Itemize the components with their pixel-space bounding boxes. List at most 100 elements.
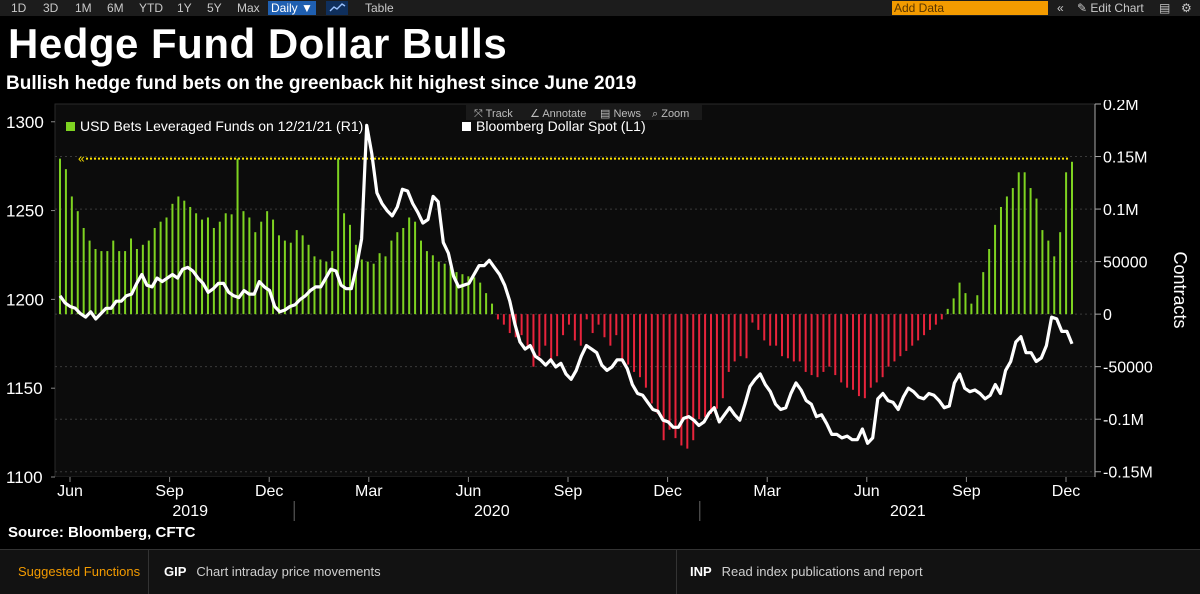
x-axis-month-label: Sep: [554, 483, 583, 500]
x-axis-month-label: Jun: [456, 483, 482, 500]
bar: [437, 261, 440, 315]
bar: [982, 272, 985, 315]
bar: [378, 253, 381, 315]
bar: [124, 251, 127, 315]
legend: USD Bets Leveraged Funds on 12/21/21 (R1…: [66, 118, 646, 134]
range-5y-button[interactable]: 5Y: [207, 1, 222, 15]
bar: [615, 314, 618, 336]
bar: [923, 314, 926, 336]
function-description: Read index publications and report: [721, 564, 923, 579]
function-inp[interactable]: INP Read index publications and report: [690, 564, 923, 579]
bar: [1023, 172, 1026, 315]
bar: [1035, 198, 1038, 315]
range-1d-button[interactable]: 1D: [11, 1, 27, 15]
bar: [846, 314, 849, 388]
bar: [597, 314, 600, 325]
bar: [508, 314, 511, 334]
bar: [692, 314, 695, 441]
bar: [721, 314, 724, 399]
bar: [159, 221, 162, 315]
chart-type-icon[interactable]: [326, 1, 348, 15]
news-menu[interactable]: ▤ News: [600, 108, 641, 120]
bar: [946, 308, 949, 315]
bar: [59, 158, 61, 315]
function-code: INP: [690, 564, 712, 579]
legend-swatch-line: [462, 122, 471, 131]
bar: [396, 232, 399, 315]
bar: [260, 221, 263, 315]
x-axis: Jun Sep Dec Mar Jun Sep Dec Mar Jun Sep Dec 2019 202…: [55, 477, 1095, 521]
bar: [337, 158, 340, 315]
bar: [852, 314, 855, 390]
suggested-functions-label[interactable]: Suggested Functions: [18, 564, 141, 579]
bar: [431, 255, 434, 315]
bar: [455, 272, 458, 315]
x-axis-band: [55, 477, 1095, 521]
bar: [999, 206, 1002, 315]
bar: [461, 274, 464, 315]
bar: [786, 314, 789, 359]
bar: [609, 314, 612, 346]
range-6m-button[interactable]: 6M: [107, 1, 124, 15]
bar: [360, 259, 363, 315]
range-max-button[interactable]: Max: [237, 1, 260, 15]
bar: [775, 314, 778, 346]
chart-title: Hedge Fund Dollar Bulls: [8, 20, 508, 67]
bar: [621, 314, 624, 362]
range-1m-button[interactable]: 1M: [75, 1, 92, 15]
bar: [532, 314, 535, 367]
bar: [834, 314, 837, 376]
bar: [792, 314, 795, 362]
range-ytd-button[interactable]: YTD: [139, 1, 163, 15]
bar: [828, 314, 831, 367]
bar: [544, 314, 547, 346]
bar: [88, 240, 91, 315]
bar: [662, 314, 665, 441]
frequency-dropdown[interactable]: Daily ▼: [268, 1, 316, 15]
suggested-functions-bar: Suggested Functions GIP Chart intraday pr…: [0, 549, 1200, 594]
bar: [952, 298, 955, 315]
bar: [1041, 230, 1044, 315]
bar: [680, 314, 683, 446]
annotate-menu[interactable]: ∠ Annotate: [530, 108, 586, 120]
bar: [994, 224, 997, 315]
bar: [686, 314, 689, 449]
bar: [1029, 188, 1032, 315]
bar: [1059, 232, 1062, 315]
table-button[interactable]: Table: [365, 1, 394, 15]
right-axis-tick-label: -0.1M: [1103, 412, 1144, 429]
x-axis-month-label: Sep: [155, 483, 184, 500]
reference-line-arrow-icon: «: [78, 152, 85, 166]
bar: [633, 314, 636, 372]
bar: [905, 314, 908, 351]
bar: [236, 158, 239, 315]
chart-toolbar: 1D 3D 1M 6M YTD 1Y 5Y Max Daily ▼ Table …: [0, 0, 1200, 16]
zoom-menu[interactable]: ⌕ Zoom: [652, 108, 689, 120]
chart-menu: ⤧ Track ∠ Annotate ▤ News ⌕ Zoom: [466, 105, 702, 120]
bar: [331, 251, 334, 315]
collapse-icon[interactable]: «: [1057, 1, 1064, 15]
range-1y-button[interactable]: 1Y: [177, 1, 192, 15]
bar: [390, 240, 393, 315]
bar: [863, 314, 866, 399]
left-axis-tick-label: 1100: [6, 468, 43, 487]
function-gip[interactable]: GIP Chart intraday price movements: [164, 564, 381, 579]
x-axis-month-label: Dec: [653, 483, 681, 500]
edit-chart-button[interactable]: ✎ Edit Chart: [1074, 1, 1147, 15]
open-editor-icon[interactable]: ▤: [1159, 1, 1171, 15]
bar: [425, 251, 428, 315]
bar: [810, 314, 813, 376]
bar: [408, 217, 411, 315]
range-3d-button[interactable]: 3D: [43, 1, 59, 15]
bar: [526, 314, 529, 346]
bar: [1011, 188, 1014, 315]
right-axis: 0.2M 0.15M 0.1M 50000 0 -50000 -0.1M -0.15M: [1094, 100, 1153, 482]
function-code: GIP: [164, 564, 187, 579]
bar: [520, 314, 523, 336]
right-axis-tick-label: 0.1M: [1103, 202, 1139, 219]
bar: [538, 314, 541, 357]
bar: [668, 314, 671, 430]
settings-gear-icon[interactable]: ⚙: [1181, 1, 1192, 15]
add-data-input[interactable]: Add Data: [892, 1, 1048, 15]
track-menu[interactable]: ⤧ Track: [474, 108, 513, 120]
